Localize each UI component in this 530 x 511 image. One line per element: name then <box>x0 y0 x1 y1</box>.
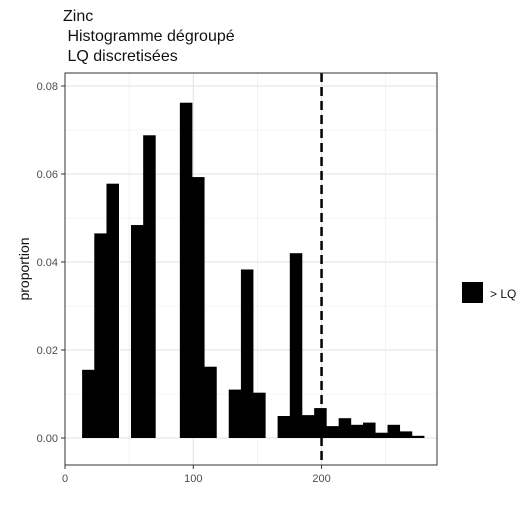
x-tick-label: 100 <box>184 473 202 485</box>
histogram-bar <box>82 369 95 438</box>
histogram-bar <box>399 431 413 438</box>
x-tick-label: 0 <box>62 473 68 485</box>
histogram-bar <box>228 389 242 438</box>
y-tick-label: 0.04 <box>37 257 58 269</box>
histogram-bar <box>94 233 107 438</box>
legend-label: > LQ <box>490 287 516 301</box>
histogram-bar <box>253 392 266 438</box>
histogram-bar <box>326 426 339 438</box>
chart-title-line-3: LQ discretisées <box>63 48 178 65</box>
x-axis: 0 100 200 <box>62 465 331 485</box>
y-tick-label: 0.00 <box>37 433 58 445</box>
plot-border <box>64 72 438 466</box>
histogram-bar <box>338 418 352 438</box>
legend-key <box>462 282 483 303</box>
x-tick-label: 200 <box>312 473 330 485</box>
histogram-bar <box>301 415 315 438</box>
histogram-bar <box>204 366 217 438</box>
histogram-bar <box>277 416 291 438</box>
y-tick-label: 0.02 <box>37 345 58 357</box>
bars <box>82 102 425 438</box>
histogram-bar <box>106 183 119 438</box>
chart-title-line-1: Zinc <box>63 8 94 25</box>
legend: > LQ <box>462 282 516 303</box>
histogram-bar <box>411 435 425 438</box>
histogram-bar <box>375 432 388 438</box>
histogram-bar <box>350 424 364 438</box>
histogram-bar <box>289 253 303 438</box>
y-axis-label: proportion <box>16 237 32 300</box>
chart-title-line-2: Histogramme dégroupé <box>63 28 235 45</box>
y-axis: 0.00 0.02 0.04 0.06 0.08 <box>37 81 65 445</box>
histogram-bar <box>387 424 401 438</box>
y-tick-label: 0.08 <box>37 81 58 93</box>
histogram-bar <box>240 269 254 438</box>
histogram-bar <box>130 225 144 438</box>
histogram-bar <box>192 177 205 438</box>
y-tick-label: 0.06 <box>37 169 58 181</box>
histogram-bar <box>179 102 193 438</box>
histogram-bar <box>143 135 156 438</box>
histogram-bar <box>363 422 376 438</box>
